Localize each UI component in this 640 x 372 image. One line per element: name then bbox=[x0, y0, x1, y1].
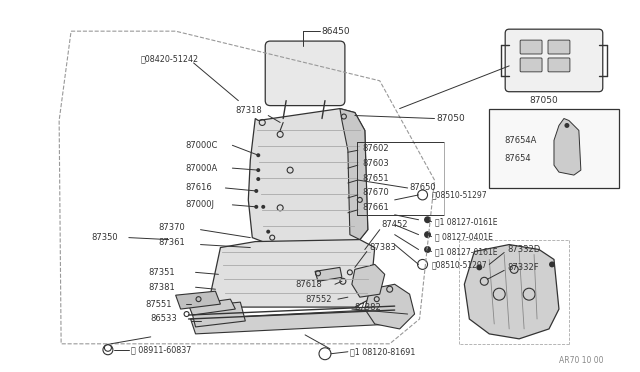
Circle shape bbox=[564, 123, 570, 128]
Circle shape bbox=[254, 189, 259, 193]
Text: 87332D: 87332D bbox=[507, 245, 540, 254]
Circle shape bbox=[476, 264, 483, 270]
Polygon shape bbox=[175, 291, 220, 309]
Text: 87602: 87602 bbox=[363, 144, 389, 153]
Text: 87650: 87650 bbox=[410, 183, 436, 192]
Text: ⑂1 08120-81691: ⑂1 08120-81691 bbox=[350, 347, 415, 356]
Polygon shape bbox=[189, 299, 236, 315]
Text: 86533: 86533 bbox=[151, 314, 177, 324]
Text: 87616: 87616 bbox=[186, 183, 212, 192]
Text: 87383: 87383 bbox=[370, 243, 397, 252]
Circle shape bbox=[256, 177, 260, 181]
Text: 87050: 87050 bbox=[436, 114, 465, 123]
Text: 87670: 87670 bbox=[363, 189, 390, 198]
Circle shape bbox=[549, 262, 555, 267]
Text: 87318: 87318 bbox=[236, 106, 262, 115]
Text: 87452: 87452 bbox=[381, 220, 408, 229]
Polygon shape bbox=[340, 109, 368, 240]
Polygon shape bbox=[211, 240, 375, 307]
FancyBboxPatch shape bbox=[489, 109, 619, 188]
Text: 87370: 87370 bbox=[159, 223, 186, 232]
FancyBboxPatch shape bbox=[548, 58, 570, 72]
Text: 87618: 87618 bbox=[295, 280, 322, 289]
FancyBboxPatch shape bbox=[520, 40, 542, 54]
Text: 87381: 87381 bbox=[148, 283, 175, 292]
Polygon shape bbox=[248, 109, 368, 250]
Circle shape bbox=[261, 205, 265, 209]
Text: 87552: 87552 bbox=[305, 295, 332, 304]
Text: 87651: 87651 bbox=[363, 174, 389, 183]
Text: 87351: 87351 bbox=[148, 268, 175, 277]
Text: 87654A: 87654A bbox=[504, 136, 536, 145]
Text: 87000J: 87000J bbox=[186, 201, 214, 209]
Circle shape bbox=[424, 231, 431, 238]
Text: Ⓜ 08127-0401E: Ⓜ 08127-0401E bbox=[435, 232, 492, 241]
Text: 87551: 87551 bbox=[146, 299, 172, 309]
Text: Ⓝ08510-51297: Ⓝ08510-51297 bbox=[431, 260, 487, 269]
Polygon shape bbox=[191, 309, 395, 334]
Circle shape bbox=[424, 216, 431, 223]
FancyBboxPatch shape bbox=[548, 40, 570, 54]
Text: 87654: 87654 bbox=[504, 154, 531, 163]
Text: Ⓝ08510-51297: Ⓝ08510-51297 bbox=[431, 190, 487, 199]
Text: 87350: 87350 bbox=[91, 233, 118, 242]
Polygon shape bbox=[352, 264, 385, 297]
Polygon shape bbox=[191, 302, 245, 327]
Polygon shape bbox=[465, 244, 559, 339]
Polygon shape bbox=[554, 119, 581, 175]
Text: ⑂1 08127-0161E: ⑂1 08127-0161E bbox=[435, 247, 497, 256]
Polygon shape bbox=[315, 267, 342, 281]
Circle shape bbox=[424, 246, 431, 253]
FancyBboxPatch shape bbox=[505, 29, 603, 92]
Polygon shape bbox=[365, 284, 415, 329]
Circle shape bbox=[254, 205, 259, 209]
Text: 87332F: 87332F bbox=[507, 263, 539, 272]
Text: 87000A: 87000A bbox=[186, 164, 218, 173]
Circle shape bbox=[256, 153, 260, 157]
Text: 86450: 86450 bbox=[321, 27, 349, 36]
Text: 87661: 87661 bbox=[363, 203, 390, 212]
Text: 87050: 87050 bbox=[530, 96, 558, 105]
Text: 87000C: 87000C bbox=[186, 141, 218, 150]
Text: 87382: 87382 bbox=[355, 302, 381, 312]
Text: ⑂1 08127-0161E: ⑂1 08127-0161E bbox=[435, 217, 497, 226]
Circle shape bbox=[256, 168, 260, 172]
Text: Ⓝ08420-51242: Ⓝ08420-51242 bbox=[141, 54, 199, 64]
Text: 87361: 87361 bbox=[159, 238, 186, 247]
Circle shape bbox=[266, 230, 270, 234]
Text: Ⓝ 08911-60837: Ⓝ 08911-60837 bbox=[131, 345, 191, 354]
Text: AR70 10 00: AR70 10 00 bbox=[559, 356, 604, 365]
FancyBboxPatch shape bbox=[520, 58, 542, 72]
Text: 87603: 87603 bbox=[363, 159, 390, 168]
FancyBboxPatch shape bbox=[265, 41, 345, 106]
